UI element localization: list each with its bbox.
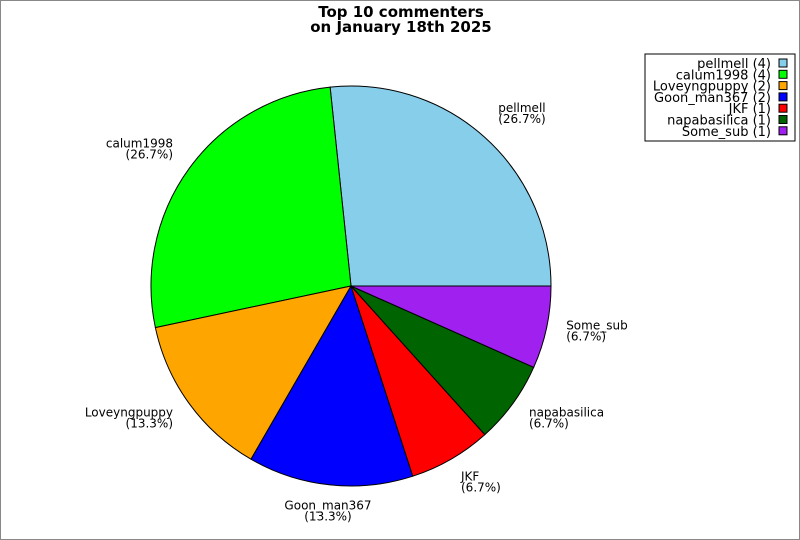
- chart-title-line-2: on January 18th 2025: [310, 18, 491, 36]
- slice-label-percent: (13.3%): [126, 417, 173, 431]
- slice-label-name: Loveyngpuppy: [85, 406, 173, 420]
- legend-swatch: [778, 103, 788, 113]
- slice-label-percent: (6.7%): [461, 480, 501, 494]
- pie-slice-Some_sub: [350, 285, 552, 369]
- legend-entry: pellmell (4): [697, 57, 771, 72]
- legend-entry: JKF (1): [728, 102, 771, 117]
- legend-swatch: [778, 115, 788, 124]
- legend-swatch: [778, 58, 788, 68]
- legend-entry: calum1998 (4): [676, 68, 771, 83]
- slice-label-percent: (13.3%): [304, 510, 351, 524]
- legend-swatch: [778, 126, 788, 136]
- legend-swatch: [778, 69, 788, 79]
- legend-swatch: [778, 92, 788, 102]
- slice-label-name: napabasilica: [529, 406, 604, 420]
- pie-slice-Goon_man367: [250, 284, 414, 487]
- slice-label-name: Goon_man367: [284, 499, 371, 513]
- legend-swatch: [778, 81, 788, 91]
- slice-label-percent: (26.7%): [126, 147, 173, 161]
- pie-slice-calum1998: [150, 86, 352, 329]
- legend-entry: Some_sub (1): [682, 125, 771, 140]
- legend-entry: Goon_man367 (2): [654, 91, 771, 106]
- legend-entry: Loveyngpuppy (2): [653, 80, 771, 95]
- pie-slice-Loveyngpuppy: [154, 285, 352, 460]
- slice-label-name: JKF: [460, 469, 479, 483]
- slice-label-percent: (6.7%): [529, 417, 569, 431]
- legend-entry: napabasilica (1): [667, 114, 771, 129]
- slice-label-percent: (6.7%): [566, 330, 606, 344]
- legend-box: [644, 53, 796, 142]
- pie-slice-pellmell: [329, 85, 552, 287]
- slice-label-percent: (26.7%): [498, 112, 545, 126]
- chart-title-line-1: Top 10 commenters: [318, 3, 484, 21]
- slice-label-name: calum1998: [106, 136, 173, 150]
- slice-label-name: Some_sub: [566, 319, 628, 333]
- slice-label-name: pellmell: [498, 101, 545, 115]
